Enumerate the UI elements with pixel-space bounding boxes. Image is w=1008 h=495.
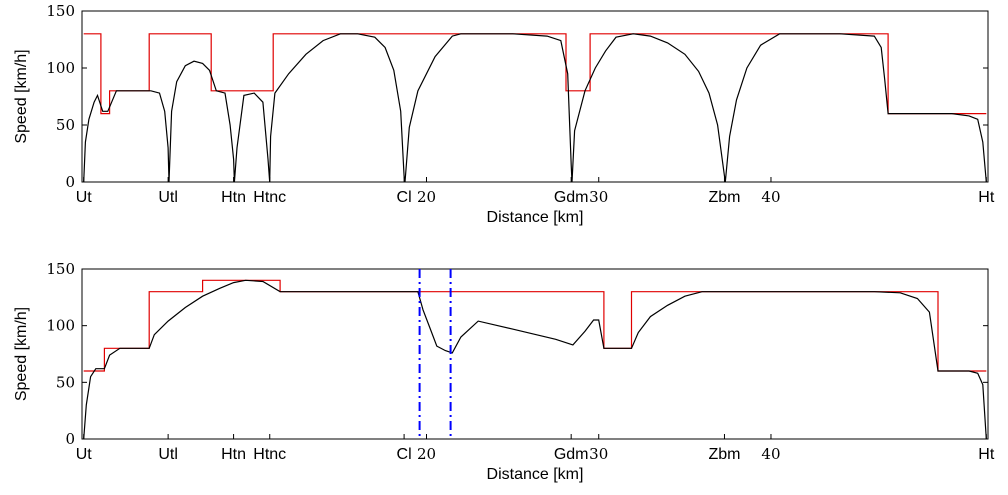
bottom-plot-frame: [81, 268, 989, 440]
top-actual-speed-series: [83, 33, 987, 183]
top-station-label-htnc: Htnc: [253, 189, 286, 206]
bottom-station-label-ht: Ht: [978, 446, 995, 463]
bottom-y-axis-label: Speed [km/h]: [13, 307, 30, 401]
bottom-actual-speed-series: [83, 279, 987, 440]
bottom-x-tick-label: 30: [589, 445, 608, 463]
top-station-label-htn: Htn: [221, 189, 246, 206]
bottom-speed-chart: 0 50 100 150 20 30 40 Ut Utl Htn Htnc Cl Gdm Zbm Ht D…: [13, 260, 995, 483]
top-station-label-gdm: Gdm: [554, 189, 589, 206]
bottom-station-label-htn: Htn: [221, 446, 246, 463]
top-y-tick-label: 50: [56, 116, 75, 134]
top-y-axis-label: Speed [km/h]: [13, 49, 30, 143]
bottom-vertical-markers: [418, 269, 452, 439]
top-x-tick-label: 20: [417, 188, 436, 206]
bottom-y-ticks: 0 50 100 150: [46, 260, 988, 448]
top-y-tick-label: 0: [65, 173, 75, 191]
top-speed-chart: 0 50 100 150 20 30 40 Ut Utl Htn Htnc Cl Gdm Zbm Ht D…: [13, 2, 995, 226]
bottom-x-tick-label: 40: [761, 445, 780, 463]
bottom-y-tick-label: 150: [46, 260, 75, 278]
bottom-speed-limit-line: [83, 279, 987, 372]
top-plot-frame: [81, 10, 989, 183]
top-station-label-utl: Utl: [158, 189, 178, 206]
top-station-label-ut: Ut: [76, 189, 93, 206]
bottom-station-label-gdm: Gdm: [554, 446, 589, 463]
bottom-y-tick-label: 50: [56, 373, 75, 391]
top-y-ticks: 0 50 100 150: [46, 2, 988, 191]
bottom-y-tick-label: 0: [65, 430, 75, 448]
bottom-station-label-ut: Ut: [76, 446, 93, 463]
bottom-x-axis-label: Distance [km]: [487, 466, 584, 483]
bottom-x-tick-label: 20: [417, 445, 436, 463]
bottom-station-label-utl: Utl: [158, 446, 178, 463]
bottom-actual-speed-line: [83, 279, 987, 440]
bottom-station-label-zbm: Zbm: [708, 446, 740, 463]
top-speed-limit-series: [83, 33, 987, 115]
top-speed-limit-line: [83, 33, 987, 115]
bottom-station-label-htnc: Htnc: [253, 446, 286, 463]
bottom-speed-limit-series: [83, 279, 987, 372]
top-station-label-cl: Cl: [397, 189, 412, 206]
top-x-axis-label: Distance [km]: [487, 209, 584, 226]
top-x-tick-label: 30: [589, 188, 608, 206]
top-x-ticks: 20 30 40 Ut Utl Htn Htnc Cl Gdm Zbm Ht: [76, 177, 995, 206]
bottom-x-ticks: 20 30 40 Ut Utl Htn Htnc Cl Gdm Zbm Ht: [76, 434, 995, 463]
top-station-label-zbm: Zbm: [708, 189, 740, 206]
top-station-label-ht: Ht: [978, 189, 995, 206]
bottom-y-tick-label: 100: [46, 317, 75, 335]
top-x-tick-label: 40: [761, 188, 780, 206]
bottom-station-label-cl: Cl: [397, 446, 412, 463]
top-actual-speed-line: [83, 33, 987, 183]
top-y-tick-label: 100: [46, 59, 75, 77]
top-y-tick-label: 150: [46, 2, 75, 20]
